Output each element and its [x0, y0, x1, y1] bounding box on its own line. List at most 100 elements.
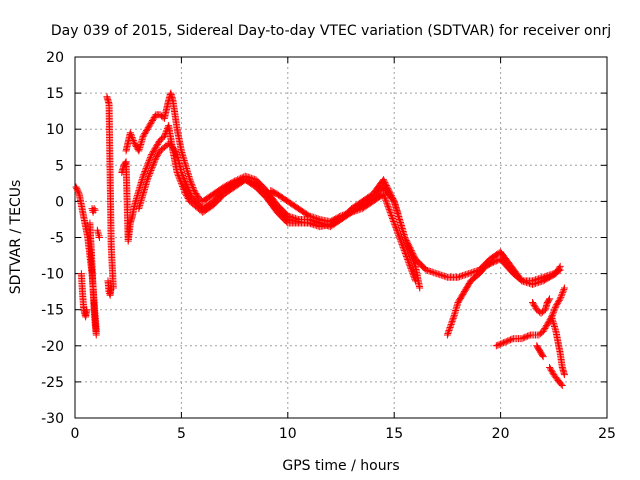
- data-point: [140, 171, 148, 179]
- x-axis-label: GPS time / hours: [282, 458, 399, 474]
- data-point: [185, 186, 193, 194]
- data-point: [141, 130, 149, 138]
- series-trace-4: [88, 205, 99, 216]
- data-point: [390, 218, 398, 226]
- data-point: [73, 184, 81, 192]
- data-point: [150, 159, 158, 167]
- data-point: [558, 290, 566, 298]
- data-point: [184, 185, 192, 193]
- x-tick-label: 20: [492, 426, 510, 442]
- data-point: [387, 211, 395, 219]
- data-point: [552, 270, 560, 278]
- data-point: [504, 337, 512, 345]
- data-point: [381, 195, 389, 203]
- data-point: [172, 149, 180, 157]
- data-point: [406, 262, 414, 270]
- data-point: [145, 173, 153, 181]
- data-point: [406, 263, 414, 271]
- data-point: [408, 266, 416, 274]
- data-point: [141, 167, 149, 175]
- data-point: [144, 174, 152, 182]
- x-tick-label: 10: [279, 426, 297, 442]
- data-point: [446, 325, 454, 333]
- data-point: [380, 176, 388, 184]
- data-point: [171, 146, 179, 154]
- data-point: [393, 227, 401, 235]
- data-point: [546, 295, 554, 303]
- data-point: [409, 251, 417, 259]
- data-point: [147, 152, 155, 160]
- data-point: [311, 214, 319, 222]
- data-point: [390, 219, 398, 227]
- data-point: [434, 270, 442, 278]
- data-point: [234, 178, 242, 186]
- data-point: [430, 269, 438, 277]
- y-tick-labels: -30 -25 -20 -15 -10 -5 0 5 10 15 20: [41, 50, 64, 427]
- data-point: [401, 234, 409, 241]
- data-point: [285, 212, 293, 220]
- data-point: [307, 212, 315, 220]
- data-point: [154, 151, 162, 159]
- data-point: [145, 122, 153, 130]
- data-point: [92, 331, 100, 339]
- data-point: [557, 292, 565, 300]
- data-point: [179, 171, 187, 179]
- data-point: [139, 172, 147, 180]
- data-point: [405, 242, 413, 250]
- data-point: [154, 139, 162, 147]
- data-point: [549, 310, 557, 318]
- y-tick-label: 5: [55, 158, 64, 174]
- data-point: [389, 216, 397, 224]
- data-point: [396, 234, 404, 242]
- data-point: [95, 234, 103, 241]
- data-point: [179, 182, 187, 190]
- y-tick-label: -15: [41, 303, 64, 319]
- data-point: [554, 299, 562, 307]
- data-point: [525, 332, 533, 340]
- data-point: [437, 271, 445, 279]
- data-point: [343, 210, 351, 218]
- data-point: [556, 262, 564, 270]
- data-point: [150, 114, 158, 122]
- data-point: [399, 243, 407, 251]
- data-point: [145, 171, 153, 179]
- data-point: [181, 176, 189, 184]
- data-point: [518, 277, 526, 285]
- x-tick-label: 0: [71, 426, 80, 442]
- y-tick-label: -25: [41, 375, 64, 391]
- data-point: [184, 183, 192, 191]
- data-point: [559, 289, 567, 297]
- data-point: [148, 118, 156, 126]
- data-point: [521, 333, 529, 341]
- data-point: [468, 269, 476, 277]
- data-point: [91, 206, 99, 214]
- data-point: [142, 166, 150, 174]
- data-point: [445, 326, 453, 334]
- data-point: [148, 165, 156, 173]
- y-tick-label: 20: [46, 50, 64, 66]
- data-point: [394, 230, 402, 238]
- data-point: [346, 209, 354, 217]
- data-point: [182, 190, 190, 198]
- data-point: [72, 183, 80, 191]
- data-point: [518, 335, 526, 343]
- data-point: [73, 186, 81, 194]
- data-point: [143, 176, 151, 184]
- data-point: [148, 149, 156, 157]
- data-point: [140, 131, 148, 139]
- data-point: [402, 235, 410, 243]
- data-point: [178, 170, 186, 178]
- data-point: [304, 211, 312, 219]
- data-point: [524, 279, 532, 287]
- data-point: [462, 271, 470, 279]
- data-point: [152, 154, 160, 162]
- data-point: [501, 338, 509, 346]
- data-point: [151, 145, 159, 153]
- data-point: [397, 237, 405, 245]
- data-point: [383, 201, 391, 209]
- data-point: [391, 222, 399, 230]
- data-point: [314, 215, 322, 223]
- data-point: [235, 178, 243, 186]
- data-point: [339, 211, 347, 219]
- data-point: [394, 228, 402, 236]
